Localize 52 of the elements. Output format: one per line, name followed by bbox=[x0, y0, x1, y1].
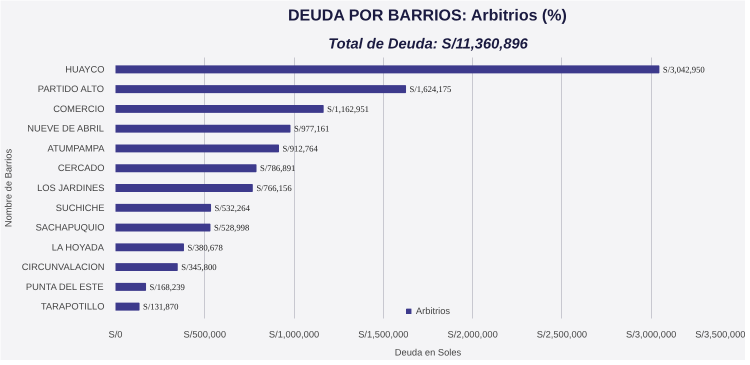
x-tick-label: S/0 bbox=[108, 330, 123, 340]
y-tick-label: CERCADO bbox=[58, 163, 105, 174]
data-label: S/532,264 bbox=[214, 202, 251, 213]
y-axis-title: Nombre de Barrios bbox=[4, 148, 14, 228]
bar bbox=[116, 184, 253, 192]
bar bbox=[116, 65, 660, 74]
chart-subtitle: Total de Deuda: S/11,360,896 bbox=[328, 36, 529, 52]
x-tick-label: S/3,000,000 bbox=[626, 330, 676, 340]
y-tick-label: HUAYCO bbox=[65, 64, 104, 74]
x-tick-label: S/3,500,000 bbox=[695, 330, 746, 340]
bar bbox=[116, 164, 257, 172]
y-tick-label: ATUMPAMPA bbox=[47, 143, 106, 154]
y-tick-label: CIRCUNVALACION bbox=[22, 262, 105, 272]
x-tick-label: S/1,500,000 bbox=[358, 330, 409, 340]
bar bbox=[116, 224, 210, 232]
data-label: S/1,162,951 bbox=[327, 104, 370, 114]
chart-title: DEUDA POR BARRIOS: Arbitrios (%) bbox=[288, 8, 567, 24]
x-tick-label: S/1,000,000 bbox=[268, 330, 320, 340]
data-label: S/528,998 bbox=[214, 222, 250, 233]
data-label: S/977,161 bbox=[294, 124, 330, 134]
x-tick-label: S/2,000,000 bbox=[447, 330, 498, 340]
y-tick-label: PARTIDO ALTO bbox=[38, 84, 104, 94]
y-tick-label: NUEVE DE ABRIL bbox=[27, 124, 104, 134]
data-label: S/786,891 bbox=[260, 163, 296, 174]
bar bbox=[116, 204, 212, 212]
bar bbox=[116, 302, 140, 311]
x-axis-title: Deuda en Soles bbox=[394, 348, 462, 358]
y-tick-label: SACHAPUQUIO bbox=[36, 222, 104, 233]
bar bbox=[116, 124, 290, 133]
y-tick-label: PUNTA DEL ESTE bbox=[26, 282, 104, 292]
y-tick-label: COMERCIO bbox=[53, 104, 105, 114]
data-label: S/131,870 bbox=[143, 302, 178, 312]
data-label: S/380,678 bbox=[187, 242, 223, 252]
data-label: S/345,800 bbox=[181, 262, 217, 272]
bar bbox=[116, 104, 324, 113]
bar bbox=[116, 243, 184, 252]
data-label: S/1,624,175 bbox=[410, 84, 452, 94]
y-tick-label: LA HOYADA bbox=[52, 242, 105, 252]
data-label: S/766,156 bbox=[256, 183, 292, 193]
data-label: S/912,764 bbox=[282, 143, 319, 154]
y-tick-label: TARAPOTILLO bbox=[40, 302, 105, 312]
bar bbox=[116, 144, 279, 152]
x-tick-label: S/500,000 bbox=[184, 330, 226, 340]
y-tick-label: SUCHICHE bbox=[56, 202, 104, 213]
legend-label: Arbitrios bbox=[416, 306, 450, 316]
x-tick-label: S/2,500,000 bbox=[536, 330, 588, 340]
data-label: S/168,239 bbox=[150, 282, 185, 292]
bar bbox=[116, 85, 406, 94]
y-tick-label: LOS JARDINES bbox=[37, 183, 105, 193]
data-label: S/3,042,950 bbox=[662, 64, 705, 74]
bar bbox=[116, 282, 146, 291]
bar bbox=[116, 263, 178, 272]
